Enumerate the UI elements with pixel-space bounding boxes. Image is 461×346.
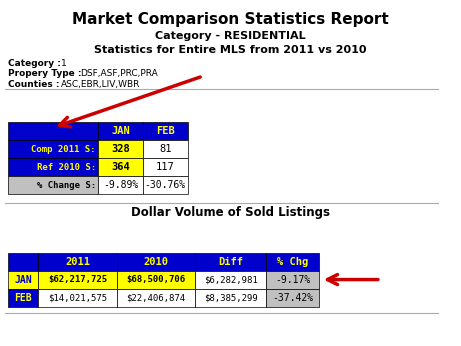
Bar — [98, 122, 143, 140]
Text: Category :: Category : — [8, 59, 61, 68]
Text: Diff: Diff — [218, 257, 243, 266]
Text: 1: 1 — [61, 59, 67, 68]
Text: 2011: 2011 — [65, 257, 90, 266]
Text: -30.76%: -30.76% — [145, 180, 186, 190]
Text: 328: 328 — [111, 144, 130, 154]
Text: Category - RESIDENTIAL: Category - RESIDENTIAL — [155, 31, 306, 41]
Bar — [117, 271, 195, 289]
Text: % Change S:: % Change S: — [37, 181, 96, 190]
Text: JAN: JAN — [111, 126, 130, 136]
Text: $62,217,725: $62,217,725 — [48, 275, 107, 284]
Bar — [38, 289, 117, 307]
Text: -9.89%: -9.89% — [103, 180, 138, 190]
Bar — [266, 271, 319, 289]
Text: 81: 81 — [159, 144, 171, 154]
Bar — [195, 289, 266, 307]
Bar — [195, 253, 266, 271]
Bar — [8, 289, 38, 307]
Text: Counties :: Counties : — [8, 80, 60, 89]
Bar — [143, 122, 188, 140]
Text: Comp 2011 S:: Comp 2011 S: — [31, 145, 96, 154]
Text: 2010: 2010 — [143, 257, 168, 266]
Bar — [266, 253, 319, 271]
Bar — [8, 253, 38, 271]
Text: Statistics for Entire MLS from 2011 vs 2010: Statistics for Entire MLS from 2011 vs 2… — [94, 45, 367, 55]
Text: DSF,ASF,PRC,PRA: DSF,ASF,PRC,PRA — [80, 69, 158, 78]
Bar — [38, 253, 117, 271]
Text: JAN: JAN — [14, 275, 32, 284]
Bar — [98, 158, 143, 176]
Text: Market Comparison Statistics Report: Market Comparison Statistics Report — [72, 12, 389, 27]
Text: -9.17%: -9.17% — [275, 275, 310, 284]
Bar — [143, 140, 188, 158]
Text: % Chg: % Chg — [277, 257, 308, 266]
Text: 117: 117 — [156, 162, 175, 172]
Bar — [8, 176, 98, 194]
Bar — [143, 176, 188, 194]
Bar — [8, 122, 98, 140]
Bar — [98, 176, 143, 194]
Text: FEB: FEB — [14, 293, 32, 302]
Text: $14,021,575: $14,021,575 — [48, 293, 107, 302]
Text: Propery Type :: Propery Type : — [8, 69, 82, 78]
Bar — [117, 253, 195, 271]
Bar — [117, 289, 195, 307]
Text: 364: 364 — [111, 162, 130, 172]
Bar — [266, 289, 319, 307]
Bar — [8, 158, 98, 176]
Text: Ref 2010 S:: Ref 2010 S: — [37, 163, 96, 172]
Text: -37.42%: -37.42% — [272, 293, 313, 302]
Bar — [8, 140, 98, 158]
Text: Dollar Volume of Sold Listings: Dollar Volume of Sold Listings — [131, 206, 330, 219]
Text: FEB: FEB — [156, 126, 175, 136]
Text: ASC,EBR,LIV,WBR: ASC,EBR,LIV,WBR — [61, 80, 141, 89]
Bar — [8, 271, 38, 289]
Bar — [38, 271, 117, 289]
Text: $68,500,706: $68,500,706 — [126, 275, 185, 284]
Bar — [195, 271, 266, 289]
Text: $22,406,874: $22,406,874 — [126, 293, 185, 302]
Text: $6,282,981: $6,282,981 — [204, 275, 258, 284]
Bar — [98, 140, 143, 158]
Bar — [143, 158, 188, 176]
Text: $8,385,299: $8,385,299 — [204, 293, 258, 302]
